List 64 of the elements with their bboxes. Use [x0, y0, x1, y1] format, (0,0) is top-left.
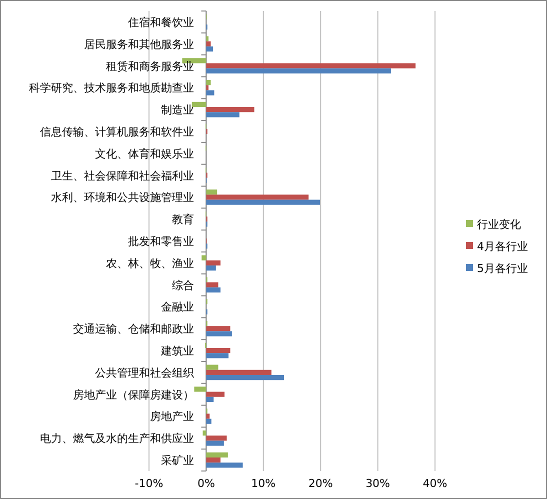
bar — [206, 107, 254, 112]
x-tick-label: 30% — [366, 477, 390, 490]
legend-label: 行业变化 — [477, 218, 521, 231]
y-tick-label: 租赁和商务服务业 — [106, 60, 194, 73]
y-tick-label: 信息传输、计算机服务和软件业 — [40, 125, 194, 138]
legend-label: 4月各行业 — [477, 240, 528, 253]
bar — [206, 112, 240, 118]
bar — [206, 462, 243, 468]
bar — [194, 386, 206, 392]
bar — [206, 41, 211, 46]
bar — [206, 374, 284, 380]
bar — [206, 260, 220, 266]
y-tick-label: 交通运输、仓储和邮政业 — [73, 322, 194, 336]
y-tick-label: 综合 — [172, 278, 194, 292]
x-tick-label: 20% — [308, 477, 333, 490]
y-tick-label: 农、林、牧、渔业 — [106, 256, 194, 270]
y-tick-label: 建筑业 — [160, 344, 194, 358]
bar — [206, 392, 225, 397]
y-tick-label: 电力、燃气及水的生产和供应业 — [40, 432, 194, 446]
y-tick-label: 批发和零售业 — [128, 235, 194, 248]
bar — [206, 194, 309, 200]
bar — [202, 255, 206, 260]
bar — [206, 370, 272, 375]
bar — [206, 190, 218, 195]
x-tick-label: -10% — [134, 477, 164, 490]
y-tick-label: 科学研究、技术服务和地质勘查业 — [29, 82, 194, 95]
bar — [192, 102, 206, 108]
bar — [206, 452, 228, 458]
y-tick-label: 居民服务和其他服务业 — [84, 38, 194, 51]
y-tick-label: 住宿和餐饮业 — [128, 16, 194, 29]
legend-label: 5月各行业 — [477, 262, 528, 275]
bar — [206, 46, 214, 52]
x-tick-label: 40% — [422, 477, 448, 490]
bar — [206, 287, 220, 292]
bar — [206, 68, 391, 74]
y-tick-label: 教育 — [172, 213, 194, 226]
bar — [206, 331, 232, 336]
x-tick-label: 0% — [197, 477, 215, 490]
y-tick-label: 卫生、社会保障和社会福利业 — [51, 169, 194, 182]
bar — [206, 440, 224, 446]
y-tick-label: 房地产业（保障房建设） — [73, 388, 194, 402]
y-tick-label: 采矿业 — [161, 454, 194, 468]
bar — [206, 418, 212, 424]
y-tick-label: 公共管理和社会组织 — [95, 366, 194, 380]
y-tick-label: 房地产业 — [150, 410, 194, 424]
bar — [206, 396, 214, 402]
y-tick-label: 水利、环境和公共设施管理业 — [51, 191, 194, 204]
bar — [206, 414, 210, 419]
bar — [206, 265, 216, 271]
bar — [206, 282, 218, 288]
bar — [206, 326, 230, 332]
bar — [206, 457, 220, 463]
bar — [206, 80, 211, 86]
y-tick-label: 文化、体育和娱乐业 — [95, 147, 194, 160]
bar — [206, 200, 320, 205]
bar — [206, 63, 416, 68]
bar — [206, 348, 230, 354]
bar — [206, 353, 229, 358]
x-tick-label: 10% — [251, 477, 276, 490]
y-tick-label: 制造业 — [161, 104, 194, 117]
bar — [206, 90, 214, 96]
bar — [206, 436, 227, 441]
bar — [206, 364, 218, 370]
y-tick-label: 金融业 — [161, 300, 194, 314]
